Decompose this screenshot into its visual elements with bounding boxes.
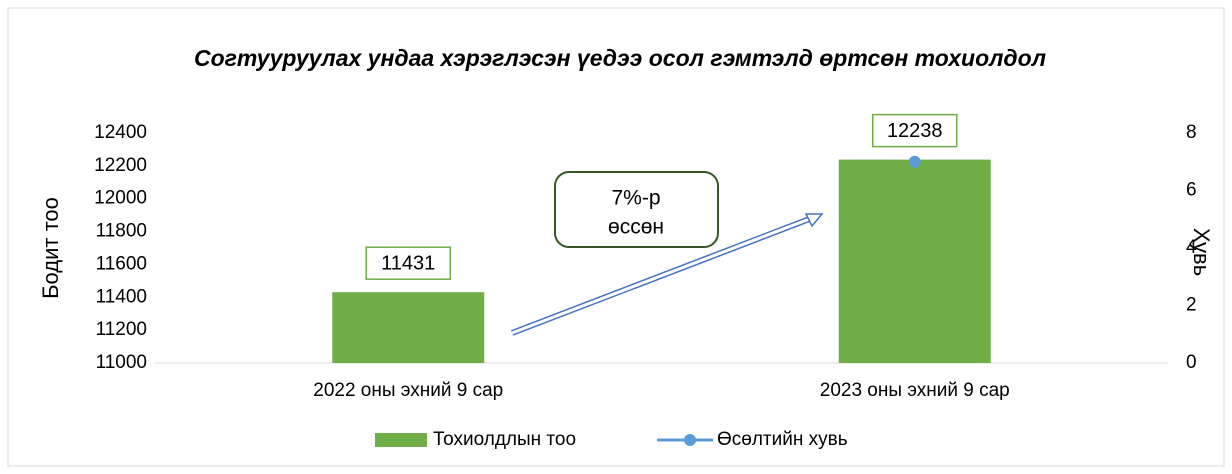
annotation: өссөн bbox=[608, 216, 664, 239]
data-label: 11431 bbox=[381, 252, 435, 274]
y2-tick-label: 6 bbox=[1186, 180, 1197, 201]
y-tick-label: 11800 bbox=[96, 221, 147, 242]
legend-label: Өсөлтийн хувь bbox=[717, 429, 848, 450]
y2-tick-label: 8 bbox=[1186, 122, 1197, 143]
y2-tick-label: 4 bbox=[1186, 237, 1197, 258]
y-axis-label: Бодит тоо bbox=[38, 197, 63, 299]
y-tick-label: 12400 bbox=[94, 122, 147, 143]
data-label-box bbox=[365, 246, 451, 280]
legend-label: Тохиолдлын тоо bbox=[433, 429, 576, 450]
y2-tick-label: 2 bbox=[1186, 295, 1197, 316]
bar bbox=[332, 292, 485, 363]
arrow bbox=[510, 213, 824, 336]
annotation-box bbox=[554, 171, 719, 248]
data-label-box bbox=[872, 113, 958, 148]
y2-tick-label: 0 bbox=[1186, 352, 1197, 373]
y-tick-label: 11000 bbox=[96, 352, 147, 373]
y-tick-label: 11200 bbox=[96, 319, 147, 340]
data-label: 12238 bbox=[887, 120, 943, 142]
legend-swatch bbox=[684, 434, 696, 446]
line-point bbox=[908, 155, 921, 168]
y2-axis-label: Хувь bbox=[1189, 228, 1214, 276]
chart-title: Согтууруулах ундаа хэрэглэсэн үедээ осол… bbox=[193, 45, 1047, 71]
x-tick-label: 2022 оны эхний 9 сар bbox=[313, 380, 503, 401]
y-tick-label: 12000 bbox=[94, 188, 147, 209]
y-tick-label: 12200 bbox=[94, 155, 147, 176]
x-tick-label: 2023 оны эхний 9 сар bbox=[820, 380, 1010, 401]
y-tick-label: 11400 bbox=[96, 286, 147, 307]
legend-swatch bbox=[375, 433, 427, 447]
y-tick-label: 11600 bbox=[96, 253, 147, 274]
annotation: 7%-р bbox=[611, 187, 660, 210]
bar bbox=[838, 159, 991, 363]
